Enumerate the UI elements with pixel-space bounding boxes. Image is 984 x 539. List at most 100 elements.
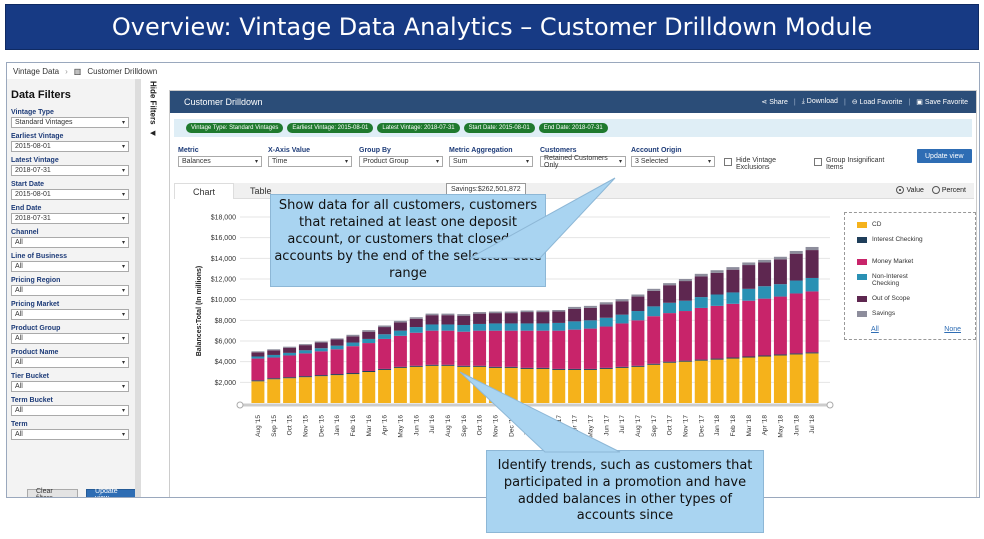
hide-filters-toggle[interactable]: Hide Filters — [148, 81, 158, 125]
bar-segment[interactable] — [568, 308, 582, 322]
bar-segment[interactable] — [568, 329, 582, 369]
bar-segment[interactable] — [631, 365, 645, 367]
bar-segment[interactable] — [631, 311, 645, 321]
bar-segment[interactable] — [599, 368, 613, 403]
bar-segment[interactable] — [805, 246, 819, 251]
bar-segment[interactable] — [378, 368, 392, 370]
bar-segment[interactable] — [346, 334, 360, 337]
bar-segment[interactable] — [251, 351, 265, 353]
bar-segment[interactable] — [393, 322, 407, 331]
bar-segment[interactable] — [520, 323, 534, 331]
bar-segment[interactable] — [631, 320, 645, 366]
bar-segment[interactable] — [615, 314, 629, 324]
bar-segment[interactable] — [298, 377, 312, 403]
bar-segment[interactable] — [314, 348, 328, 352]
bar-segment[interactable] — [378, 325, 392, 328]
bar-segment[interactable] — [536, 330, 550, 368]
bar-segment[interactable] — [504, 367, 518, 403]
bar-segment[interactable] — [409, 366, 423, 403]
bar-segment[interactable] — [726, 267, 740, 270]
bar-segment[interactable] — [536, 312, 550, 324]
bar-segment[interactable] — [599, 367, 613, 369]
bar-segment[interactable] — [710, 305, 724, 359]
bar-segment[interactable] — [283, 352, 297, 356]
xaxis-select[interactable]: Time ▾ — [268, 156, 352, 167]
bar-segment[interactable] — [378, 338, 392, 369]
customers-select[interactable]: Retained Customers Only ▾ — [540, 155, 626, 169]
bar-segment[interactable] — [362, 330, 376, 332]
legend-item[interactable]: Savings — [857, 310, 975, 319]
bar-segment[interactable] — [710, 272, 724, 295]
filter-select[interactable]: 2018-07-31 ▾ — [11, 213, 129, 224]
bar-segment[interactable] — [742, 300, 756, 357]
bar-segment[interactable] — [473, 366, 487, 403]
bar-segment[interactable] — [378, 334, 392, 339]
bar-segment[interactable] — [393, 367, 407, 403]
bar-segment[interactable] — [552, 311, 566, 323]
bar-segment[interactable] — [694, 276, 708, 298]
bar-segment[interactable] — [552, 322, 566, 331]
bar-segment[interactable] — [346, 374, 360, 403]
bar-segment[interactable] — [441, 315, 455, 325]
legend-item[interactable]: Interest Checking — [857, 236, 975, 252]
legend-item[interactable]: Non-Interest Checking — [857, 273, 975, 289]
bar-segment[interactable] — [805, 353, 819, 403]
filter-select[interactable]: All ▾ — [11, 309, 129, 320]
bar-segment[interactable] — [378, 327, 392, 335]
bar-segment[interactable] — [330, 349, 344, 375]
collapse-arrow-icon[interactable]: ◀ — [150, 130, 156, 137]
bar-segment[interactable] — [520, 330, 534, 368]
hide-vintage-checkbox[interactable]: Hide Vintage Exclusions — [724, 157, 794, 171]
bar-segment[interactable] — [283, 377, 297, 379]
bar-segment[interactable] — [283, 378, 297, 403]
filter-select[interactable]: 2015-08-01 ▾ — [11, 141, 129, 152]
bar-segment[interactable] — [647, 306, 661, 317]
bar-segment[interactable] — [583, 320, 597, 329]
bar-segment[interactable] — [599, 326, 613, 368]
bar-segment[interactable] — [647, 288, 661, 291]
bar-segment[interactable] — [251, 352, 265, 357]
bar-segment[interactable] — [694, 297, 708, 308]
bar-segment[interactable] — [267, 349, 281, 351]
bar-segment[interactable] — [678, 279, 692, 282]
percent-radio[interactable]: Percent — [931, 186, 966, 194]
bar-segment[interactable] — [552, 368, 566, 370]
bar-segment[interactable] — [552, 330, 566, 369]
bar-segment[interactable] — [568, 368, 582, 370]
group-insig-checkbox[interactable]: Group Insignificant Items — [814, 157, 900, 171]
legend-all-link[interactable]: All — [871, 326, 879, 333]
filter-select[interactable]: All ▾ — [11, 237, 129, 248]
origin-select[interactable]: 3 Selected ▾ — [631, 156, 715, 167]
bar-segment[interactable] — [425, 313, 439, 316]
bar-segment[interactable] — [346, 336, 360, 343]
bar-segment[interactable] — [520, 312, 534, 324]
tab-table[interactable]: Table — [250, 186, 272, 196]
bar-segment[interactable] — [678, 281, 692, 301]
bar-segment[interactable] — [536, 367, 550, 369]
update-view-button[interactable]: Update view — [917, 149, 972, 163]
filter-tag[interactable]: Vintage Type: Standard Vintages — [186, 123, 284, 133]
filter-select[interactable]: All ▾ — [11, 333, 129, 344]
bar-segment[interactable] — [726, 303, 740, 358]
filter-select[interactable]: 2015-08-01 ▾ — [11, 189, 129, 200]
clear-filters-button[interactable]: Clear filters — [27, 488, 79, 497]
bar-segment[interactable] — [393, 320, 407, 323]
bar-segment[interactable] — [457, 365, 471, 367]
bar-segment[interactable] — [663, 362, 677, 403]
bar-segment[interactable] — [504, 311, 518, 314]
bar-segment[interactable] — [330, 374, 344, 376]
bar-segment[interactable] — [441, 313, 455, 316]
bar-segment[interactable] — [457, 315, 471, 325]
bar-segment[interactable] — [267, 354, 281, 358]
bar-segment[interactable] — [552, 369, 566, 403]
bar-segment[interactable] — [409, 332, 423, 366]
bar-segment[interactable] — [504, 330, 518, 367]
bar-segment[interactable] — [425, 330, 439, 365]
bar-segment[interactable] — [599, 304, 613, 318]
bar-segment[interactable] — [742, 288, 756, 301]
bar-segment[interactable] — [298, 344, 312, 346]
bar-segment[interactable] — [473, 312, 487, 314]
bar-segment[interactable] — [678, 361, 692, 403]
save-favorite-button[interactable]: ▣ Save Favorite — [916, 98, 968, 106]
range-handle-right[interactable] — [826, 401, 834, 409]
